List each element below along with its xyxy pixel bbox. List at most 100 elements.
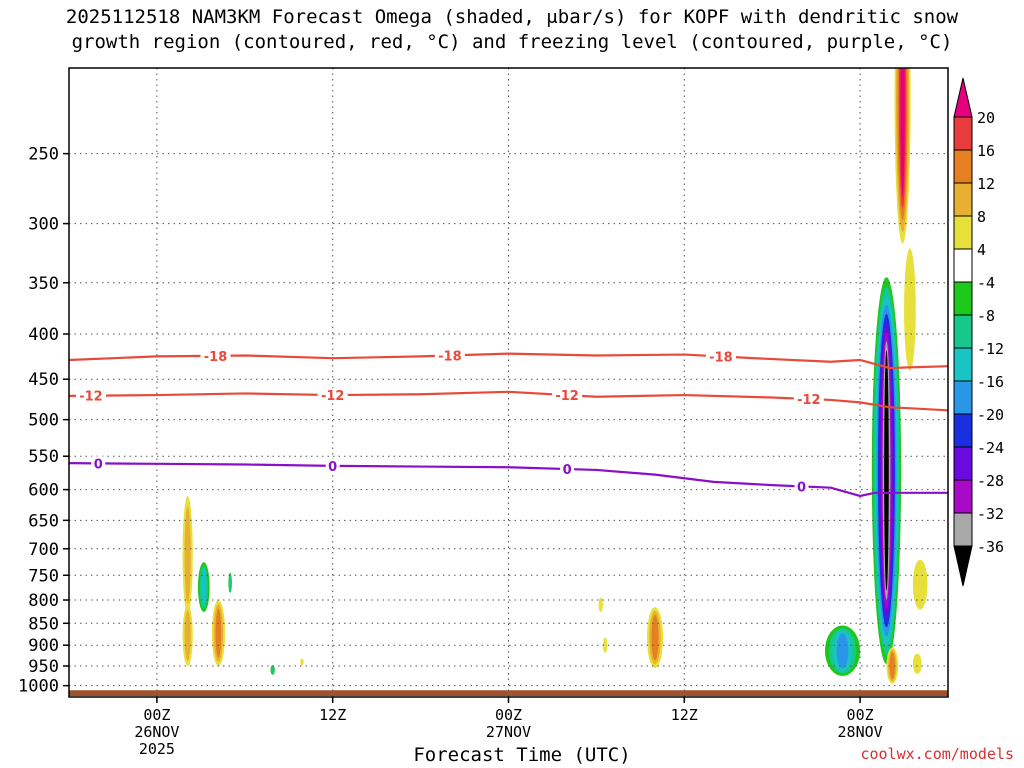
ground-surface	[69, 690, 948, 696]
y-tick-label: 850	[28, 614, 59, 634]
x-tick-label: 28NOV	[838, 723, 883, 741]
y-tick-label: 650	[28, 511, 59, 531]
contour-line--18	[69, 352, 948, 370]
y-tick-label: 350	[28, 274, 59, 294]
chart-title-line-1: 2025112518 NAM3KM Forecast Omega (shaded…	[65, 6, 959, 28]
contour-label-bg	[793, 392, 824, 407]
colorbar-swatch	[953, 149, 973, 184]
contour-label-bg	[705, 349, 736, 364]
x-tick-label: 12Z	[671, 706, 698, 724]
y-tick-label: 600	[28, 481, 59, 501]
contour-label: -12	[79, 390, 103, 405]
omega-blob-1	[871, 277, 902, 664]
omega-shade-level	[201, 568, 207, 606]
x-tick-label: 00Z	[143, 706, 170, 724]
colorbar-swatch	[953, 116, 973, 151]
contour-label-bg	[434, 348, 465, 363]
contour-label: 0	[328, 460, 337, 475]
omega-shade-level	[184, 506, 191, 604]
omega-shade-level	[904, 248, 916, 371]
omega-shade-level	[228, 574, 232, 591]
colorbar-label: -8	[977, 307, 995, 325]
omega-blob-5	[912, 559, 928, 610]
x-tick-label: 2025	[139, 740, 175, 758]
x-tick-label: 27NOV	[486, 723, 531, 741]
contour-label: 0	[94, 457, 103, 472]
y-tick-label: 300	[28, 215, 59, 235]
x-tick-label: 00Z	[495, 706, 522, 724]
omega-shade-level	[884, 350, 889, 591]
omega-blob-11	[228, 572, 232, 593]
y-tick-label: 1000	[18, 677, 59, 697]
colorbar-swatch	[953, 248, 973, 283]
contour-label: -18	[204, 350, 228, 365]
contour-label-bg	[91, 456, 106, 471]
contour-line--12	[69, 390, 948, 412]
omega-shade-level	[651, 614, 659, 661]
omega-shade-level	[912, 559, 928, 610]
colorbar-bottom-arrow	[953, 545, 973, 587]
omega-blob-16	[646, 607, 664, 668]
contour-label-bg	[200, 348, 231, 363]
contour-label-bg	[75, 388, 106, 403]
grid	[69, 68, 948, 697]
y-tick-label: 400	[28, 325, 59, 345]
colorbar-label: -28	[977, 472, 1004, 490]
contour-label: -12	[321, 389, 345, 404]
omega-blob-0	[894, 68, 911, 244]
omega-blob-8	[182, 604, 193, 666]
contour-label-bg	[794, 479, 809, 494]
contour-label: -18	[709, 350, 733, 365]
omega-shade-level	[271, 666, 274, 674]
colorbar-top-arrow	[953, 77, 973, 118]
omega-blob-13	[300, 658, 304, 666]
omega-blob-9	[197, 562, 210, 612]
colorbar-label: 20	[977, 109, 995, 127]
colorbar-label: -36	[977, 538, 1004, 556]
contour-label: -18	[438, 349, 462, 364]
credit-link[interactable]: coolwx.com/models	[860, 745, 1014, 763]
colorbar-swatch	[953, 413, 973, 448]
chart-title-line-2: growth region (contoured, red, °C) and f…	[71, 31, 953, 53]
omega-blob-7	[182, 495, 193, 615]
omega-blob-2	[824, 625, 861, 676]
omega-shade-level	[900, 68, 905, 197]
omega-blob-6	[912, 653, 922, 674]
omega-shade-level	[912, 653, 922, 674]
contour-label: -12	[797, 393, 821, 408]
colorbar-label: 12	[977, 175, 995, 193]
y-tick-label: 550	[28, 447, 59, 467]
y-tick-label: 750	[28, 566, 59, 586]
contour-label-bg	[317, 388, 348, 403]
colorbar-label: -16	[977, 373, 1004, 391]
contour-label: 0	[797, 480, 806, 495]
colorbar-label: -24	[977, 439, 1004, 457]
x-tick-label: 00Z	[847, 706, 874, 724]
omega-blob-14	[598, 597, 603, 612]
omega-shading	[182, 68, 928, 684]
colorbar-swatch	[953, 215, 973, 250]
colorbar-swatch	[953, 479, 973, 514]
colorbar-swatch	[953, 380, 973, 415]
omega-shade-level	[300, 658, 304, 666]
omega-blob-10	[211, 600, 226, 666]
contour-label-bg	[552, 388, 583, 403]
omega-blob-12	[270, 665, 275, 675]
contours: -18 -18 -18 -12 -12 -12 -12 0 0 0 0	[69, 348, 948, 498]
x-tick-label: 12Z	[319, 706, 346, 724]
omega-shade-level	[836, 633, 849, 669]
contour-label-bg	[560, 462, 575, 477]
colorbar-label: 8	[977, 208, 986, 226]
colorbar-swatch	[953, 314, 973, 349]
x-axis-title: Forecast Time (UTC)	[413, 744, 631, 766]
omega-blob-4	[904, 248, 916, 371]
contour-line-0	[69, 462, 948, 498]
x-tick-label: 26NOV	[134, 723, 179, 741]
y-tick-label: 250	[28, 145, 59, 165]
colorbar-label: -20	[977, 406, 1004, 424]
omega-blob-15	[602, 637, 608, 653]
y-tick-label: 450	[28, 370, 59, 390]
colorbar-label: 4	[977, 241, 986, 259]
